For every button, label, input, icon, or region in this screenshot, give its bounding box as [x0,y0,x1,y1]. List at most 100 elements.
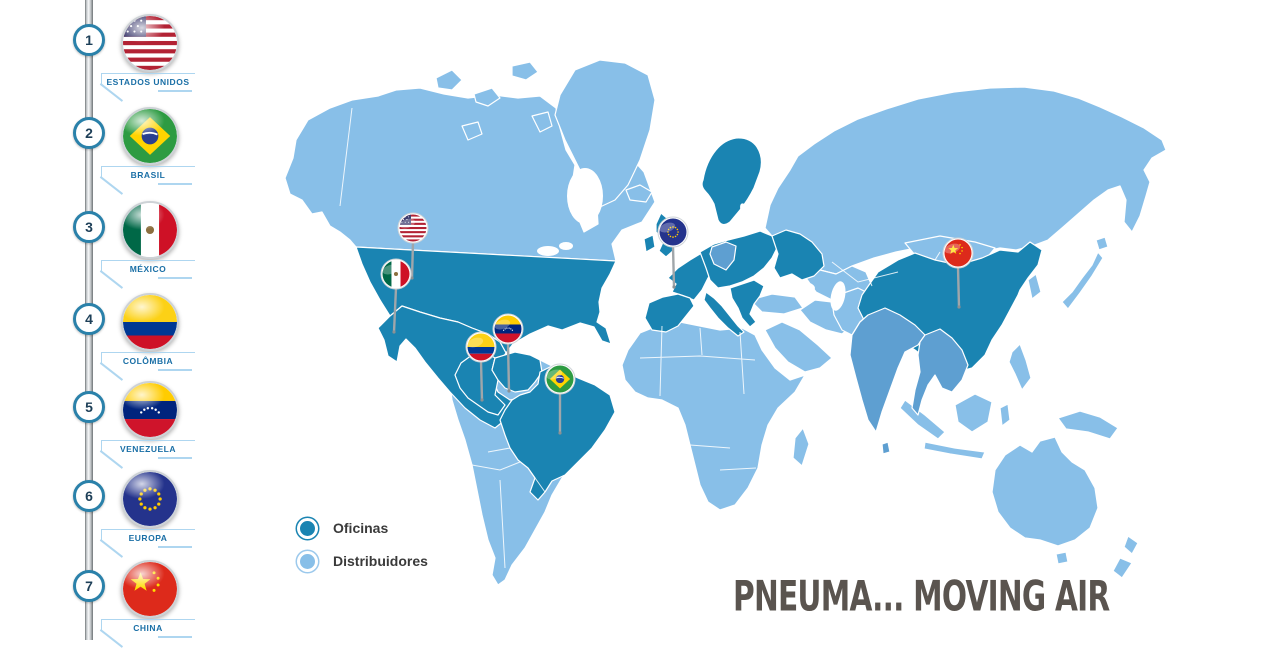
arctic-island [461,121,483,141]
continent-africa [621,321,806,511]
country-greenland [554,59,656,208]
arctic-island [435,69,463,91]
sidebar-item-estados-unidos: 1 ESTADOS UNIDOS [0,13,210,109]
countries-medium [709,241,969,455]
country-venezuela [491,351,543,393]
region-arabia [764,321,833,373]
map-pin-usa [397,212,429,280]
caspian-sea [830,281,846,311]
alaska-border [339,107,353,207]
country-label: MÉXICO [129,264,167,274]
brand-tagline: PNEUMA... MOVING AIR [733,572,1110,621]
country-label: BRASIL [130,170,166,180]
great-lakes [559,242,573,250]
item-number-badge: 2 [73,117,105,149]
country-australia [991,436,1099,547]
country-label: EUROPA [128,533,168,543]
country-label: CHINA [133,623,163,633]
country-canada-alaska [284,87,656,262]
country-india [849,307,926,433]
venezuela-flag-icon [121,381,179,439]
map-pins [380,212,974,435]
island-borneo [954,393,993,433]
south-america-borders [471,447,546,569]
map-pin-mexico [380,258,412,334]
island-philippines [1008,343,1032,391]
sidebar-item-europa: 6 EUROPA [0,469,210,565]
country-label: VENEZUELA [119,444,177,454]
country-label-bubble: ESTADOS UNIDOS [100,73,195,107]
map-pin-brazil [544,363,576,435]
colombia-flag-icon [121,293,179,351]
country-italy [703,291,745,337]
island-madagascar [792,427,810,467]
item-number-badge: 7 [73,570,105,602]
arctic-island [531,111,553,133]
country-label-bubble: EUROPA [100,529,195,563]
hudson-bay [567,168,603,224]
map-water-details [339,107,1001,569]
country-korea [1027,273,1042,300]
island-new-guinea [1057,410,1119,440]
country-label-bubble: COLÔMBIA [100,352,195,386]
sidebar-item-mexico: 3 MÉXICO [0,200,210,296]
region-east-europe [771,229,825,281]
map-pin-china [942,237,974,309]
sidebar-item-china: 7 CHINA [0,559,210,655]
map-pin-venezuela [492,313,524,393]
europe-flag-icon [121,470,179,528]
china-flag-icon [121,560,179,618]
country-label-bubble: CHINA [100,619,195,653]
country-label: COLÔMBIA [122,356,174,366]
country-brazil [499,365,616,501]
country-germany [709,241,737,271]
item-number-badge: 4 [73,303,105,335]
legend-row-distribuidores: Distribuidores [295,548,428,574]
sidebar-item-colombia: 4 COLÔMBIA [0,292,210,388]
country-new-zealand [1123,535,1139,555]
country-new-zealand-south [1112,557,1133,579]
legend: Oficinas Distribuidores [295,515,428,581]
item-number-badge: 1 [73,24,105,56]
region-scandinavia [701,137,763,226]
brazil-flag-icon [121,107,179,165]
black-sea [781,281,815,295]
country-ireland [643,234,656,253]
map-pin-europe [657,216,689,289]
great-lakes [537,246,559,256]
country-russia [764,86,1167,275]
region-iberia [644,293,695,333]
region-balkans-greece [729,279,765,328]
asia-borders [831,248,1001,287]
distribuidores-dot-icon [300,553,315,569]
sidebar-item-brasil: 2 BRASIL [0,106,210,202]
island-hokkaido [1095,236,1109,251]
country-japan [1061,251,1104,310]
country-label-bubble: BRASIL [100,166,195,200]
baltic-sea [740,203,756,229]
item-number-badge: 6 [73,480,105,512]
sidebar-item-venezuela: 5 VENEZUELA [0,380,210,476]
arctic-island [473,87,501,107]
legend-label: Distribuidores [333,553,428,569]
legend-row-oficinas: Oficinas [295,515,428,541]
country-label-bubble: MÉXICO [100,260,195,294]
island-sumatra [899,399,946,440]
map-pin-colombia [465,331,497,402]
item-number-badge: 5 [73,391,105,423]
africa-borders [639,325,757,471]
island-java [923,441,986,460]
country-iceland [625,184,653,203]
island-sulawesi [999,403,1011,427]
arctic-island [511,61,539,81]
world-map [284,59,1167,586]
oficinas-dot-icon [300,520,315,536]
legend-label: Oficinas [333,520,389,536]
usa-flag-icon [121,14,179,72]
country-label-bubble: VENEZUELA [100,440,195,474]
island-tasmania [1055,551,1069,565]
region-indochina [911,328,969,416]
country-label: ESTADOS UNIDOS [106,77,190,87]
item-number-badge: 3 [73,211,105,243]
island-sri-lanka [881,441,891,455]
